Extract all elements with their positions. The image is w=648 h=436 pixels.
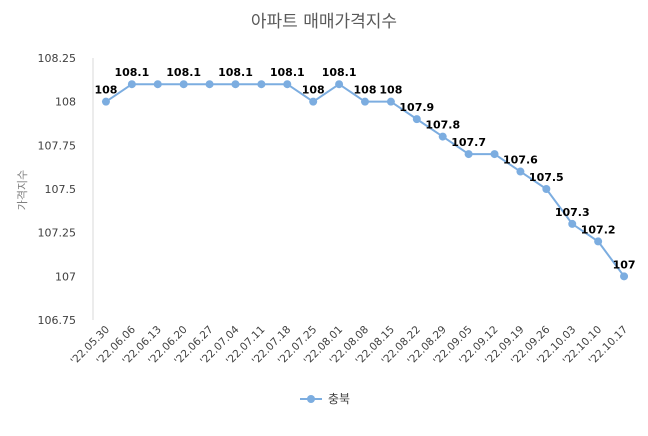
- data-point: [542, 185, 551, 193]
- data-point: [568, 219, 577, 228]
- y-tick-label: 108: [55, 96, 76, 109]
- data-point: [594, 237, 603, 246]
- data-label: 108.1: [166, 66, 201, 79]
- data-label: 107.9: [399, 101, 434, 114]
- series-layer: [101, 80, 629, 281]
- y-tick-label: 107.5: [45, 183, 77, 196]
- data-label: 108: [354, 84, 377, 97]
- data-label: 107.5: [529, 171, 564, 184]
- y-axis-label: 가격지수: [16, 170, 29, 210]
- data-point: [464, 150, 473, 159]
- y-tick-label: 106.75: [38, 314, 77, 327]
- data-label: 108.1: [322, 66, 357, 79]
- data-label: 107.3: [555, 206, 590, 219]
- data-point: [205, 80, 214, 89]
- data-point: [101, 97, 110, 106]
- data-label: 108: [379, 84, 402, 97]
- data-label: 107.8: [425, 119, 460, 132]
- data-label: 107.2: [581, 223, 616, 236]
- data-point: [386, 97, 395, 106]
- data-point: [231, 80, 240, 89]
- legend-label: 충북: [328, 392, 350, 406]
- y-ticks: 108.25 108 107.75 107.5 107.25 107 106.75: [38, 52, 77, 327]
- data-point: [283, 80, 292, 89]
- data-point: [490, 150, 499, 159]
- data-point: [361, 97, 369, 106]
- data-label: 107.7: [451, 136, 486, 149]
- data-label: 108.1: [218, 66, 253, 79]
- legend: 충북: [300, 392, 350, 406]
- data-point: [516, 167, 525, 176]
- y-tick-label: 107.25: [38, 227, 77, 240]
- data-point: [438, 132, 447, 141]
- data-label: 107: [613, 258, 636, 271]
- data-point: [153, 80, 162, 89]
- data-label: 108.1: [114, 66, 149, 79]
- data-point: [335, 80, 344, 89]
- x-ticks: '22.05.30'22.06.06'22.06.13'22.06.20'22.…: [68, 323, 630, 367]
- chart-title: 아파트 매매가격지수: [251, 12, 397, 32]
- data-point: [620, 272, 629, 281]
- data-label: 108: [94, 84, 117, 97]
- data-point: [127, 80, 136, 89]
- data-point: [179, 80, 188, 89]
- data-label: 108: [302, 84, 325, 97]
- data-point: [257, 80, 266, 89]
- y-tick-label: 108.25: [38, 52, 77, 65]
- legend-marker: [307, 395, 315, 403]
- data-point: [309, 97, 318, 106]
- data-label: 107.6: [503, 154, 538, 167]
- data-point: [412, 115, 421, 124]
- y-tick-label: 107.75: [38, 139, 77, 152]
- y-tick-label: 107: [55, 270, 76, 283]
- data-label: 108.1: [270, 66, 305, 79]
